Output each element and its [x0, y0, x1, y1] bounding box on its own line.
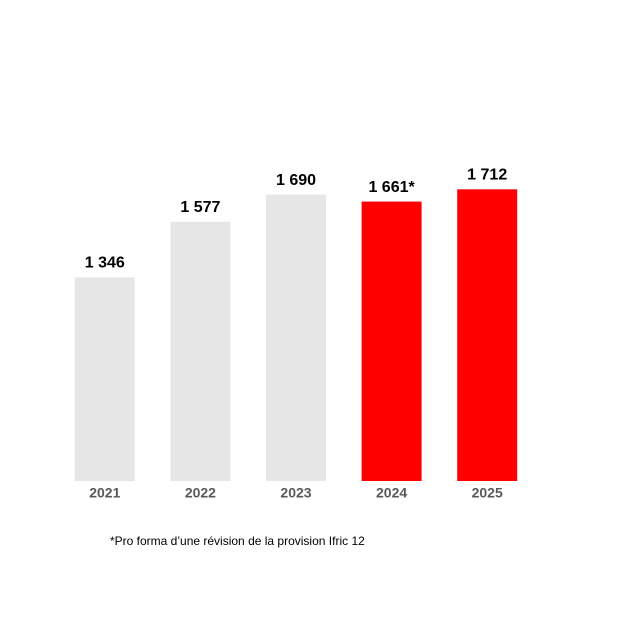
- x-tick-label: 2021: [89, 485, 120, 501]
- value-label: 1 661*: [368, 179, 415, 196]
- value-label: 1 712: [467, 167, 507, 184]
- bar: [74, 277, 135, 481]
- bar: [361, 201, 422, 481]
- x-tick-label: 2025: [472, 485, 503, 501]
- bar: [457, 189, 518, 481]
- value-label: 1 346: [85, 255, 125, 272]
- bar: [266, 194, 326, 481]
- x-tick-label: 2024: [376, 485, 407, 501]
- bar: [170, 221, 231, 481]
- x-tick-label: 2023: [280, 485, 311, 501]
- footnote: *Pro forma d’une révision de la provisio…: [110, 534, 365, 548]
- value-label: 1 577: [180, 199, 220, 216]
- value-label: 1 690: [276, 172, 316, 189]
- x-tick-label: 2022: [185, 485, 216, 501]
